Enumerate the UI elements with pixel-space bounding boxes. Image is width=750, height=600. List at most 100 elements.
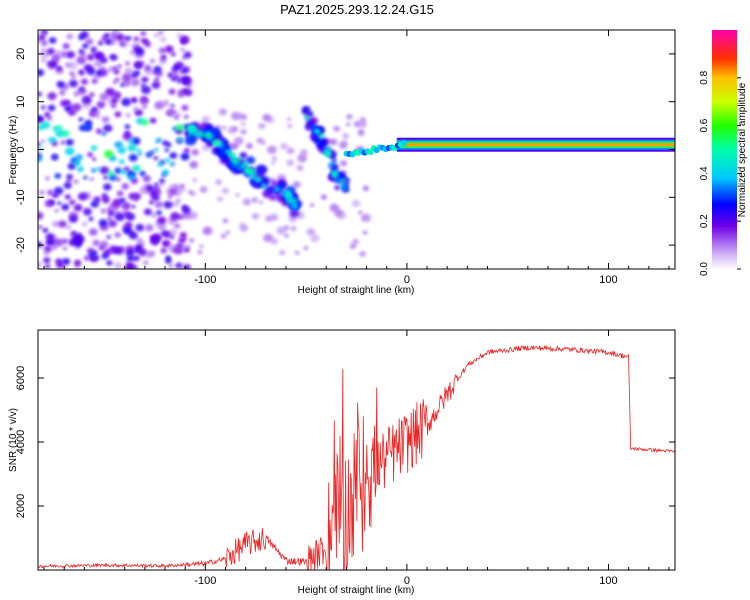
spectrogram-blob (127, 265, 133, 269)
spectrogram-blob (176, 33, 183, 39)
spectrogram-blob (231, 152, 237, 157)
spectrogram-blob (62, 246, 68, 251)
spectrogram-blob (146, 185, 154, 192)
spectrogram-blob (290, 226, 297, 232)
spectrogram-blob (140, 96, 148, 103)
colorbar-tick-label: 0.6 (699, 118, 710, 132)
spectrogram-blob (38, 154, 43, 163)
spectrogram-blob (342, 133, 349, 139)
spectrogram-blob (175, 262, 183, 269)
spectrogram-blob (280, 142, 289, 150)
spectrogram-blob (114, 111, 122, 118)
spectrogram-blob (111, 99, 117, 104)
spectrogram-blob (174, 115, 179, 120)
spectrogram-xlabel: Height of straight line (km) (298, 285, 415, 296)
spectrogram-blob (246, 142, 253, 149)
spectrogram-blob (43, 245, 53, 253)
spectrogram-blob (247, 167, 255, 174)
spectrogram-blob (334, 185, 341, 191)
spectrogram-blob (164, 148, 169, 153)
spectrogram-blob (124, 67, 134, 75)
spectrogram-blob (80, 78, 89, 85)
spectrogram-blob (95, 128, 103, 135)
spectrogram-blob (338, 141, 348, 149)
spectrogram-blob (40, 121, 51, 130)
spectrogram-blob (101, 252, 110, 260)
spectrogram-blob (142, 260, 149, 266)
spectrogram-blob (85, 38, 94, 45)
spectrogram-blob (324, 151, 329, 156)
spectrogram-blob (153, 156, 159, 161)
spectrogram-blob (61, 238, 68, 244)
spectrogram-blob (142, 104, 147, 109)
spectrogram-blob (125, 113, 131, 118)
spectrogram-blob (310, 234, 320, 243)
spectrogram-blob (252, 180, 259, 187)
spectrogram-blob (66, 50, 76, 59)
colorbar-tick-label: 0.2 (699, 214, 710, 228)
spectrogram-blob (221, 187, 230, 194)
spectrogram-blob (309, 203, 315, 208)
spectrogram-blob (76, 55, 87, 65)
spectrogram-blob (331, 158, 337, 164)
spectrogram-blob (48, 37, 57, 44)
spectrogram-blob (103, 32, 110, 38)
spectrogram-blob (55, 65, 63, 71)
spectrogram-blob (327, 162, 333, 167)
spectrogram-blob (201, 115, 211, 124)
spectrogram-blob (96, 101, 106, 109)
spectrogram-blob (56, 80, 65, 88)
spectrogram-blob (115, 213, 125, 222)
spectrogram-blob (54, 208, 59, 213)
spectrogram-blob (141, 85, 151, 95)
spectrogram-blob (255, 164, 268, 175)
spectrogram-blob (183, 114, 189, 119)
spectrogram-blob (166, 108, 177, 117)
spectrogram-blob (279, 250, 286, 256)
spectrogram-blob (211, 140, 219, 146)
spectrogram-blob (119, 197, 126, 204)
snr-ylabel: SNR (10 * v/v) (8, 408, 19, 472)
spectrogram-blob (182, 264, 191, 269)
spectrogram-blob (38, 146, 43, 151)
spectrogram-blob (154, 182, 159, 187)
spectrogram-blob (38, 69, 45, 77)
spectrogram-blob (46, 48, 55, 55)
spectrogram-blob (232, 158, 240, 165)
spectrogram-blob (176, 198, 181, 203)
spectrogram-blob (71, 74, 76, 79)
spectrogram-blob (230, 111, 241, 121)
spectrogram-blob (159, 36, 167, 43)
spectrogram-blob (63, 182, 72, 190)
spectrogram-blob (286, 117, 292, 121)
spectrogram-blob (340, 160, 348, 167)
spectrogram-blob (180, 40, 186, 44)
spectrogram-blob (49, 60, 58, 68)
spectrogram-blob (47, 92, 57, 101)
spectrogram-blob (77, 69, 86, 76)
spectrogram-blob (82, 222, 88, 227)
spectrogram-blob (100, 57, 108, 64)
spectrogram-blob (126, 36, 132, 41)
spectrogram-blob (66, 33, 74, 40)
spectrogram-blob (260, 183, 267, 189)
spectrogram-blob (72, 103, 82, 112)
spectrogram-xtick-label: -100 (194, 274, 216, 286)
spectrogram-blob (50, 200, 56, 205)
carrier-leadin (400, 140, 407, 147)
spectrogram-blob (191, 148, 200, 156)
spectrogram-blob (98, 245, 105, 251)
spectrogram-blob (143, 39, 150, 45)
spectrogram-blob (199, 186, 208, 193)
spectrogram-blob (112, 66, 117, 70)
spectrogram-blob (318, 133, 325, 139)
spectrogram-blob (81, 95, 92, 104)
spectrogram-blob (65, 100, 71, 105)
spectrogram-blob (113, 246, 123, 255)
spectrogram-blob (38, 142, 41, 147)
spectrogram-blob (221, 140, 229, 147)
spectrogram-blob (121, 201, 131, 210)
spectrogram-blob (197, 250, 203, 255)
spectrogram-blob (87, 152, 94, 158)
spectrogram-blob (66, 179, 71, 183)
